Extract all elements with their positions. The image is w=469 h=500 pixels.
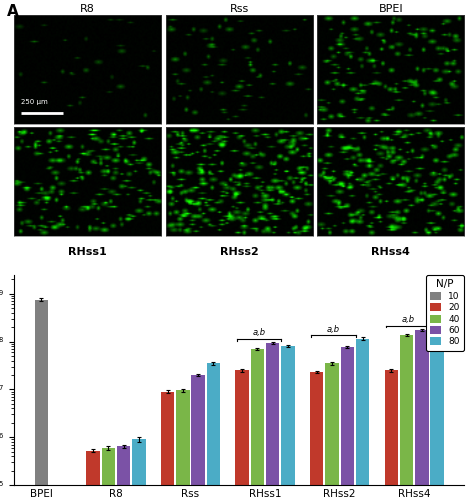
Bar [235,370,249,500]
Bar [431,329,444,500]
Bar [400,334,413,500]
Legend: 10, 20, 40, 60, 80: 10, 20, 40, 60, 80 [426,275,464,351]
Text: RHss1: RHss1 [68,246,107,256]
Bar [281,346,295,500]
Text: A: A [7,4,18,19]
Bar [356,338,369,500]
Bar [191,375,205,500]
Bar [310,372,324,500]
Text: RHss4: RHss4 [371,246,410,256]
Bar [340,346,354,500]
Title: R8: R8 [80,4,95,14]
Bar [207,364,220,500]
Text: a,b: a,b [327,325,340,334]
Text: 250 μm: 250 μm [22,100,48,105]
Bar [251,349,264,500]
Bar [35,300,48,500]
Text: RHss2: RHss2 [220,246,258,256]
Bar [161,392,174,500]
Bar [325,364,339,500]
Title: Rss: Rss [229,4,249,14]
Title: BPEI: BPEI [378,4,403,14]
Text: a,b: a,b [252,328,265,338]
Bar [266,342,280,500]
Bar [132,440,145,500]
Bar [176,390,189,500]
Bar [385,370,398,500]
Bar [117,446,130,500]
Bar [86,451,100,500]
Bar [102,448,115,500]
Bar [415,330,429,500]
Text: a,b: a,b [401,315,415,324]
